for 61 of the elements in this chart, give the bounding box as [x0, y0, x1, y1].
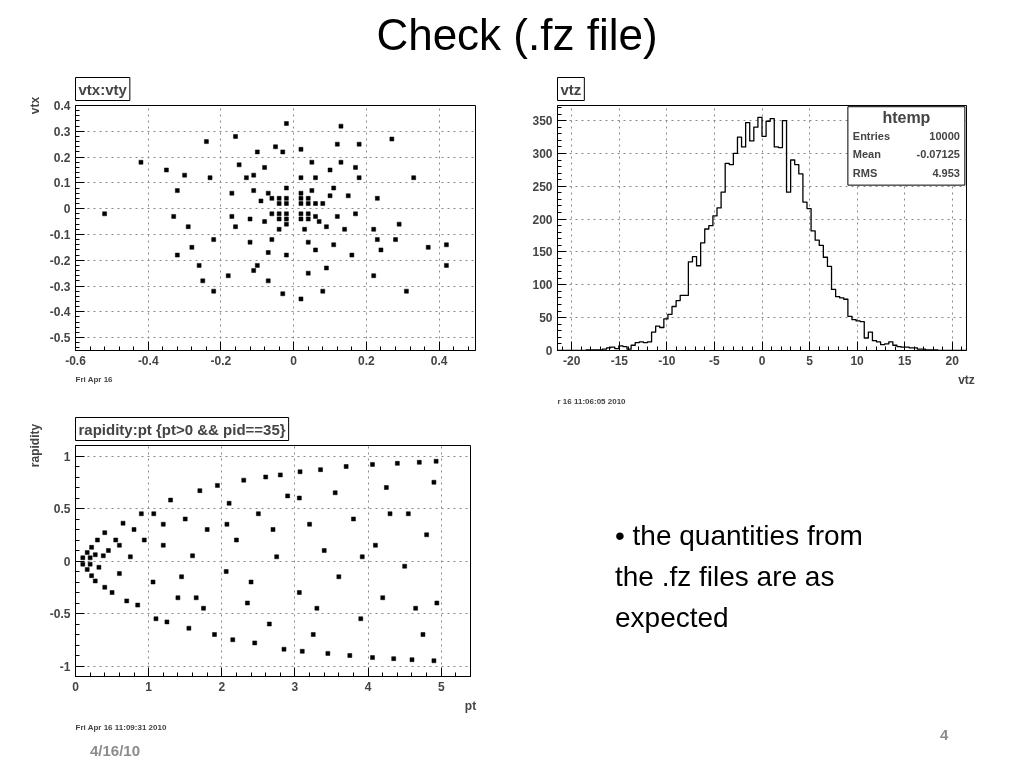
text: r 16 11:06:05 2010: [557, 396, 627, 406]
x-tick-label: 0.4: [430, 353, 448, 368]
y-tick-label: -0.3: [49, 279, 71, 294]
y-tick-label: 0: [63, 202, 71, 217]
y-tick-label: 0: [545, 344, 553, 358]
x-tick-label: 15: [898, 353, 912, 368]
text: Fri Apr 16: [75, 374, 114, 384]
y-tick-label: 0.5: [53, 502, 71, 516]
x-tick-label: 1: [145, 679, 153, 694]
x-tick-label: -0.2: [210, 353, 232, 368]
chart-title: vtz: [560, 80, 582, 98]
chart-title: vtx:vty: [78, 80, 128, 98]
y-tick-label: -0.5: [49, 331, 71, 346]
x-tick-label: 3: [291, 679, 299, 694]
y-tick-label: -0.4: [49, 305, 71, 320]
x-tick-label: -20: [563, 353, 581, 368]
text: 4/16/10: [89, 741, 141, 761]
y-tick-label: 0.2: [53, 150, 71, 165]
x-tick-label: 20: [945, 353, 960, 368]
x-tick-label: 0: [290, 353, 298, 368]
text: RMS 4.953: [852, 166, 960, 179]
text: Check (.fz file): [375, 9, 659, 61]
y-tick-label: 200: [532, 212, 553, 227]
x-tick-label: 2: [218, 679, 226, 694]
text: Mean -0.07125: [852, 148, 960, 161]
annotation: htemp: [882, 108, 931, 126]
x-tick-label: 5: [806, 353, 814, 368]
y-tick-label: -0.2: [49, 253, 71, 268]
x-tick-label: -0.6: [65, 353, 87, 368]
x-tick-label: 10: [850, 353, 865, 368]
x-tick-label: -5: [709, 353, 721, 368]
y-tick-label: -1: [59, 659, 71, 674]
text: • the quantities from the .fz files are as expected: [614, 519, 864, 635]
x-tick-label: -0.4: [137, 353, 159, 368]
x-tick-label: 5: [437, 679, 445, 694]
x-axis-title: pt: [464, 698, 477, 713]
y-tick-label: 250: [532, 179, 553, 194]
x-tick-label: -15: [610, 353, 629, 368]
text: 4: [939, 725, 949, 745]
y-tick-label: 0.1: [53, 176, 71, 191]
y-axis-title: rapidity: [27, 423, 42, 468]
y-tick-label: -0.1: [49, 227, 71, 242]
y-tick-label: 50: [539, 311, 553, 326]
x-tick-label: 0.2: [358, 353, 376, 368]
text: Entries 10000: [852, 129, 960, 142]
y-tick-label: 0: [63, 554, 71, 569]
y-tick-label: 0.3: [53, 124, 71, 139]
y-tick-label: 350: [532, 114, 553, 129]
text: Fri Apr 16 11:09:31 2010: [75, 722, 167, 732]
y-tick-label: 0.4: [53, 99, 71, 113]
y-axis-title: vtx: [27, 96, 42, 115]
chart-title: rapidity:pt {pt>0 && pid==35}: [78, 420, 286, 438]
y-tick-label: 1: [63, 449, 71, 464]
y-tick-label: 100: [532, 278, 553, 293]
y-tick-label: 150: [532, 245, 553, 260]
x-axis-title: vtz: [958, 372, 975, 387]
x-tick-label: -10: [658, 353, 676, 368]
y-tick-label: 300: [532, 146, 553, 161]
y-tick-label: -0.5: [49, 607, 71, 621]
x-tick-label: 4: [364, 679, 372, 694]
x-tick-label: 0: [758, 353, 766, 368]
